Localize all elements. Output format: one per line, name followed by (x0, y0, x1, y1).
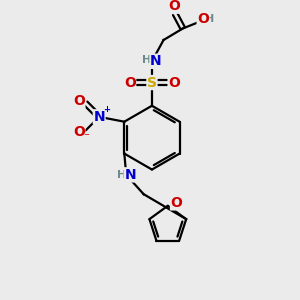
Text: H: H (142, 55, 152, 65)
Text: O: O (171, 196, 182, 210)
Text: N: N (150, 54, 162, 68)
Text: H: H (205, 14, 214, 24)
Text: N: N (124, 168, 136, 182)
Text: O: O (124, 76, 136, 90)
Text: O: O (73, 94, 85, 108)
Text: ⁻: ⁻ (83, 132, 88, 142)
Text: O: O (73, 125, 85, 139)
Text: S: S (147, 76, 157, 90)
Text: O: O (168, 76, 180, 90)
Text: H: H (117, 170, 126, 180)
Text: O: O (168, 0, 180, 13)
Text: N: N (93, 110, 105, 124)
Text: O: O (197, 12, 209, 26)
Text: +: + (103, 105, 110, 114)
